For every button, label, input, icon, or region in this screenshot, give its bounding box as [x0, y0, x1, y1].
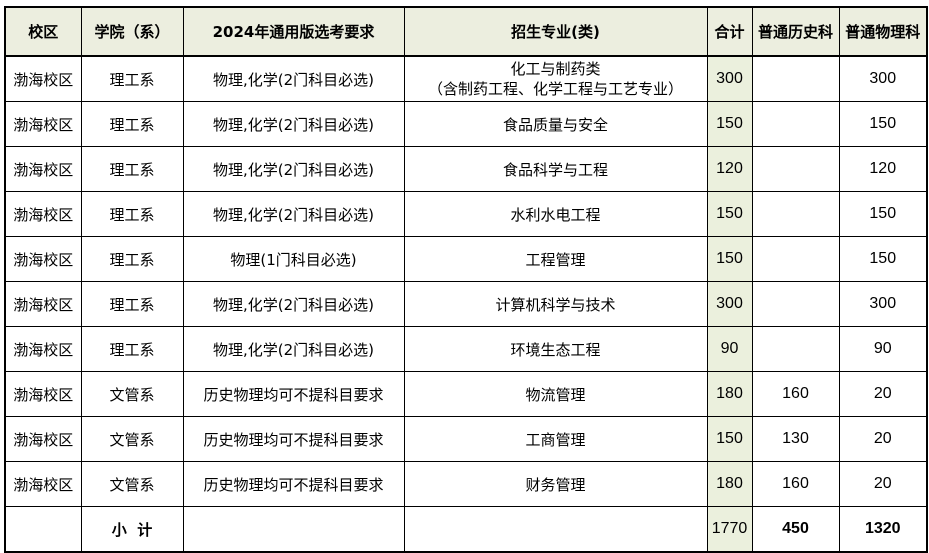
dept-cell: 理工系: [80, 101, 184, 147]
major-cell: 食品质量与安全: [403, 101, 708, 147]
subtotal-row: 小 计 1770 450 1320: [4, 506, 928, 553]
major-cell: 财务管理: [403, 461, 708, 507]
dept-cell: 文管系: [80, 371, 184, 417]
campus-cell: 渤海校区: [4, 191, 82, 237]
table-row: 渤海校区 理工系 物理,化学(2门科目必选) 计算机科学与技术 300 300: [4, 281, 928, 327]
total-cell: 150: [706, 191, 753, 237]
total-cell: 180: [706, 371, 753, 417]
requirement-cell: 物理,化学(2门科目必选): [182, 281, 405, 327]
total-cell: 300: [706, 55, 753, 102]
empty-cell: [182, 506, 405, 553]
total-cell: 120: [706, 146, 753, 192]
total-cell: 150: [706, 236, 753, 282]
physics-cell: 300: [838, 55, 928, 102]
requirement-cell: 物理,化学(2门科目必选): [182, 101, 405, 147]
physics-cell: 300: [838, 281, 928, 327]
campus-cell: 渤海校区: [4, 236, 82, 282]
subtotal-total: 1770: [706, 506, 753, 553]
table-row: 渤海校区 文管系 历史物理均可不提科目要求 工商管理 150 130 20: [4, 416, 928, 462]
dept-cell: 理工系: [80, 146, 184, 192]
major-cell: 化工与制药类 （含制药工程、化学工程与工艺专业）: [403, 55, 708, 102]
major-note: （含制药工程、化学工程与工艺专业）: [427, 80, 683, 98]
major-cell: 工程管理: [403, 236, 708, 282]
campus-cell: 渤海校区: [4, 371, 82, 417]
empty-cell: [403, 506, 708, 553]
history-cell: [751, 101, 840, 147]
history-cell: [751, 55, 840, 102]
requirement-cell: 物理,化学(2门科目必选): [182, 191, 405, 237]
requirement-cell: 历史物理均可不提科目要求: [182, 416, 405, 462]
dept-cell: 文管系: [80, 416, 184, 462]
column-header: 校区: [4, 6, 82, 57]
subtotal-history: 450: [751, 506, 840, 553]
history-cell: 130: [751, 416, 840, 462]
dept-cell: 理工系: [80, 281, 184, 327]
physics-cell: 120: [838, 146, 928, 192]
total-cell: 300: [706, 281, 753, 327]
major-cell: 环境生态工程: [403, 326, 708, 372]
major-cell: 水利水电工程: [403, 191, 708, 237]
table-row: 渤海校区 理工系 物理,化学(2门科目必选) 水利水电工程 150 150: [4, 191, 928, 237]
requirement-cell: 物理,化学(2门科目必选): [182, 146, 405, 192]
requirement-cell: 历史物理均可不提科目要求: [182, 461, 405, 507]
campus-cell: 渤海校区: [4, 281, 82, 327]
column-header: 普通物理科: [838, 6, 928, 57]
physics-cell: 150: [838, 101, 928, 147]
physics-cell: 150: [838, 236, 928, 282]
enrollment-table: 校区 学院（系） 2024年通用版选考要求 招生专业(类) 合计 普通历史科 普通物理科 渤…: [4, 6, 928, 553]
major-cell: 物流管理: [403, 371, 708, 417]
requirement-cell: 物理(1门科目必选): [182, 236, 405, 282]
column-header: 合计: [706, 6, 753, 57]
total-cell: 150: [706, 101, 753, 147]
history-cell: 160: [751, 371, 840, 417]
history-cell: [751, 281, 840, 327]
campus-cell: 渤海校区: [4, 55, 82, 102]
history-cell: [751, 191, 840, 237]
requirement-cell: 物理,化学(2门科目必选): [182, 55, 405, 102]
campus-cell: 渤海校区: [4, 416, 82, 462]
dept-cell: 理工系: [80, 191, 184, 237]
dept-cell: 理工系: [80, 55, 184, 102]
history-cell: [751, 236, 840, 282]
empty-cell: [4, 506, 82, 553]
column-header: 招生专业(类): [403, 6, 708, 57]
major-cell: 计算机科学与技术: [403, 281, 708, 327]
subtotal-label: 小 计: [80, 506, 184, 553]
campus-cell: 渤海校区: [4, 101, 82, 147]
table-row: 渤海校区 文管系 历史物理均可不提科目要求 物流管理 180 160 20: [4, 371, 928, 417]
requirement-cell: 历史物理均可不提科目要求: [182, 371, 405, 417]
dept-cell: 理工系: [80, 326, 184, 372]
campus-cell: 渤海校区: [4, 146, 82, 192]
column-header: 2024年通用版选考要求: [182, 6, 405, 57]
physics-cell: 90: [838, 326, 928, 372]
physics-cell: 20: [838, 416, 928, 462]
dept-cell: 理工系: [80, 236, 184, 282]
table-row: 渤海校区 理工系 物理,化学(2门科目必选) 环境生态工程 90 90: [4, 326, 928, 372]
dept-cell: 文管系: [80, 461, 184, 507]
physics-cell: 20: [838, 371, 928, 417]
subtotal-physics: 1320: [838, 506, 928, 553]
history-cell: [751, 326, 840, 372]
total-cell: 150: [706, 416, 753, 462]
column-header: 普通历史科: [751, 6, 840, 57]
column-header: 学院（系）: [80, 6, 184, 57]
table-row: 渤海校区 理工系 物理,化学(2门科目必选) 食品质量与安全 150 150: [4, 101, 928, 147]
history-cell: [751, 146, 840, 192]
major-cell: 工商管理: [403, 416, 708, 462]
header-row: 校区 学院（系） 2024年通用版选考要求 招生专业(类) 合计 普通历史科 普通物理科: [4, 6, 928, 57]
campus-cell: 渤海校区: [4, 326, 82, 372]
requirement-cell: 物理,化学(2门科目必选): [182, 326, 405, 372]
major-name: 化工与制药类: [510, 60, 601, 78]
table-row: 渤海校区 理工系 物理(1门科目必选) 工程管理 150 150: [4, 236, 928, 282]
history-cell: 160: [751, 461, 840, 507]
total-cell: 90: [706, 326, 753, 372]
campus-cell: 渤海校区: [4, 461, 82, 507]
table-row: 渤海校区 理工系 物理,化学(2门科目必选) 化工与制药类 （含制药工程、化学工程与工艺…: [4, 55, 928, 102]
physics-cell: 20: [838, 461, 928, 507]
table-row: 渤海校区 理工系 物理,化学(2门科目必选) 食品科学与工程 120 120: [4, 146, 928, 192]
major-cell: 食品科学与工程: [403, 146, 708, 192]
total-cell: 180: [706, 461, 753, 507]
table-row: 渤海校区 文管系 历史物理均可不提科目要求 财务管理 180 160 20: [4, 461, 928, 507]
physics-cell: 150: [838, 191, 928, 237]
